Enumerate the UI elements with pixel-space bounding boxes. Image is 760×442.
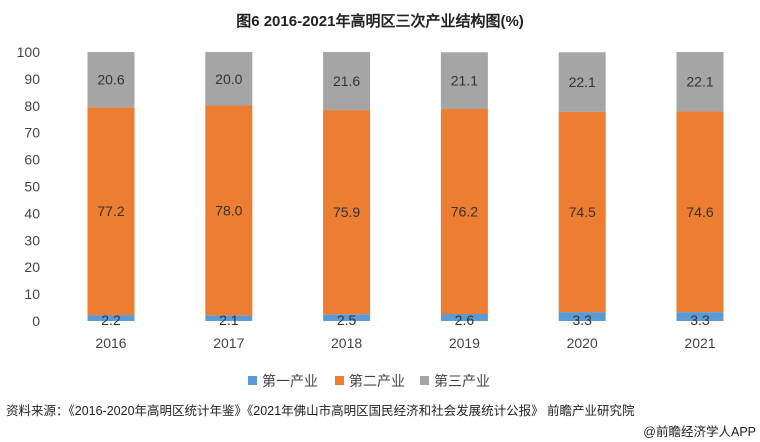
y-tick-label: 0 (32, 313, 40, 329)
data-label: 21.1 (451, 73, 478, 89)
data-label: 75.9 (333, 204, 360, 220)
data-label: 20.0 (215, 71, 242, 87)
x-tick-label: 2017 (213, 335, 244, 351)
bar-segment (87, 52, 135, 108)
bar-segment (205, 315, 253, 321)
bar-segment (676, 52, 724, 112)
source-note: 资料来源：《2016-2020年高明区统计年鉴》《2021年佛山市高明区国民经济… (6, 404, 635, 418)
y-tick-label: 60 (24, 152, 40, 168)
bar-segment (323, 52, 371, 111)
data-label: 77.2 (97, 203, 124, 219)
legend-label: 第三产业 (434, 373, 490, 389)
data-label: 74.5 (569, 204, 596, 220)
bar-segment (323, 314, 371, 321)
data-label: 2.5 (337, 312, 357, 328)
data-label: 2.1 (219, 312, 239, 328)
x-tick-label: 2021 (684, 335, 715, 351)
legend-swatch (335, 376, 344, 385)
bar-segment (558, 52, 606, 112)
data-label: 21.6 (333, 73, 360, 89)
x-tick-label: 2019 (449, 335, 480, 351)
bar-segment (440, 52, 488, 110)
bar-segment (558, 111, 606, 313)
data-label: 3.3 (690, 312, 710, 328)
bar-segment (676, 312, 724, 321)
data-label: 2.6 (455, 312, 475, 328)
y-tick-label: 90 (24, 71, 40, 87)
y-tick-label: 10 (24, 286, 40, 302)
y-tick-label: 100 (17, 44, 41, 60)
credit-note: @前瞻经济学人APP (643, 425, 756, 439)
data-label: 22.1 (686, 74, 713, 90)
data-label: 76.2 (451, 204, 478, 220)
bar-segment (87, 107, 135, 316)
stacked-bar-chart: 0 10 20 30 40 50 60 70 80 90 100 2.2 77.2 20.6 2016 2.1… (17, 44, 724, 389)
legend-swatch (420, 376, 429, 385)
y-tick-label: 40 (24, 205, 40, 221)
bar-segment (205, 52, 253, 106)
data-label: 78.0 (215, 202, 242, 218)
data-label: 20.6 (97, 72, 124, 88)
legend-swatch (248, 376, 257, 385)
x-tick-label: 2020 (567, 335, 598, 351)
bar-segment (440, 109, 488, 315)
bar-segment (558, 312, 606, 321)
bar-segment (205, 105, 253, 316)
bar-segment (87, 315, 135, 321)
data-label: 22.1 (569, 74, 596, 90)
x-tick-label: 2018 (331, 335, 362, 351)
legend-label: 第二产业 (349, 373, 405, 389)
y-tick-label: 80 (24, 98, 40, 114)
bar-segment (676, 111, 724, 313)
y-tick-label: 30 (24, 232, 40, 248)
data-label: 74.6 (686, 204, 713, 220)
bar-segment (440, 314, 488, 321)
y-tick-label: 70 (24, 125, 40, 141)
x-tick-label: 2016 (95, 335, 126, 351)
legend-label: 第一产业 (262, 373, 318, 389)
bar-segment (323, 110, 371, 315)
data-label: 2.2 (101, 312, 121, 328)
chart-title: 图6 2016-2021年高明区三次产业结构图(%) (236, 13, 524, 30)
data-label: 3.3 (572, 312, 592, 328)
y-tick-label: 20 (24, 259, 40, 275)
y-tick-label: 50 (24, 179, 40, 195)
